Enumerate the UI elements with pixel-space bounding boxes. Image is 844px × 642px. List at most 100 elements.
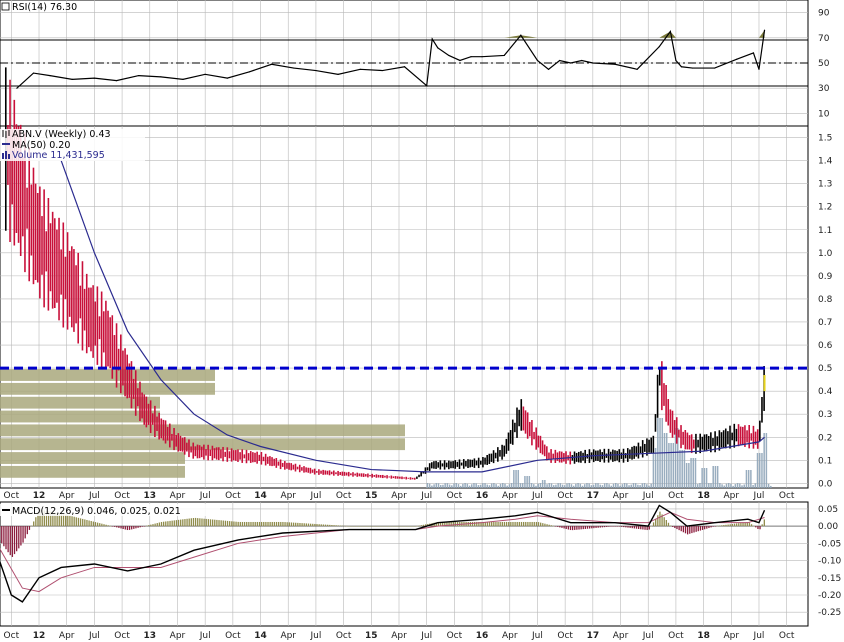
macd-histogram-bar: [471, 521, 474, 527]
volume-bar: [758, 453, 761, 488]
macd-histogram-bar: [725, 524, 727, 527]
macd-histogram-bar: [721, 525, 723, 527]
macd-histogram-bar: [367, 526, 369, 527]
macd-histogram-bar: [237, 521, 239, 527]
macd-histogram-bar: [47, 511, 50, 527]
macd-histogram-bar: [209, 519, 212, 527]
volume-bar: [646, 484, 648, 488]
macd-histogram-bar: [499, 521, 501, 527]
volume-bar: [688, 463, 690, 488]
macd-histogram-bar: [665, 519, 667, 527]
x-tick-label: Oct: [336, 631, 352, 641]
macd-histogram-bar: [589, 526, 591, 529]
macd-histogram-bar: [497, 521, 499, 527]
macd-histogram-bar: [642, 526, 644, 530]
volume-bar: [513, 470, 515, 488]
macd-histogram-bar: [231, 521, 233, 527]
price-tick-label: 1.2: [818, 203, 832, 213]
volume-bar: [433, 484, 435, 488]
legend-bg: [0, 504, 220, 516]
macd-histogram-bar: [248, 521, 250, 527]
volume-bar: [442, 484, 444, 488]
macd-histogram-bar: [73, 516, 75, 527]
macd-histogram-bar: [731, 523, 734, 527]
x-tick-label: Oct: [668, 631, 684, 641]
volume-bar: [721, 484, 723, 488]
macd-histogram-bar: [520, 521, 523, 527]
macd-histogram-bar: [329, 524, 331, 527]
macd-histogram-bar: [273, 521, 276, 527]
macd-histogram-bar: [16, 526, 18, 552]
macd-histogram-bar: [75, 517, 77, 527]
macd-histogram-bar: [256, 521, 259, 527]
volume-bar: [488, 485, 491, 488]
macd-histogram-bar: [542, 523, 544, 527]
macd-histogram-bar: [606, 526, 608, 527]
volume-bar: [459, 485, 462, 488]
macd-histogram-bar: [403, 526, 405, 527]
macd-histogram-bar: [224, 520, 227, 527]
volume-bar: [692, 458, 695, 488]
rsi-grid: [0, 0, 808, 126]
macd-histogram-bar: [165, 521, 167, 527]
volume-bar: [457, 484, 460, 488]
rsi-panel: 90 70 50 30 10 RSI(14) 76.30: [0, 0, 830, 127]
macd-histogram-bar: [386, 526, 388, 527]
macd-histogram-bar: [414, 526, 416, 527]
macd-histogram-bar: [484, 521, 486, 527]
volume-bar: [750, 470, 752, 488]
x-tick-label: Apr: [391, 491, 407, 501]
macd-histogram-bar: [584, 526, 587, 529]
x-tick-label: 13: [144, 491, 157, 501]
macd-histogram-bar: [733, 523, 736, 527]
macd-histogram-bar: [143, 526, 146, 527]
x-tick-label: Apr: [613, 631, 629, 641]
macd-histogram-bar: [11, 526, 14, 557]
macd-histogram-bar: [5, 526, 7, 550]
macd-histogram-bar: [473, 521, 476, 527]
macd-histogram-bar: [529, 521, 531, 527]
macd-histogram-bar: [45, 510, 48, 527]
price-legend: ABN.V (Weekly) 0.43 MA(50) 0.20 Volume 1…: [0, 129, 145, 161]
price-tick-label: 0.4: [818, 387, 833, 397]
macd-histogram-bar: [450, 521, 452, 527]
volume-bar: [619, 485, 621, 488]
x-tick-label: 17: [587, 491, 600, 501]
ma50-line: [60, 160, 765, 473]
macd-histogram-bar: [684, 526, 687, 534]
volume-bar: [502, 483, 504, 488]
volume-bar: [719, 483, 721, 488]
macd-histogram-bar: [88, 520, 90, 527]
x-tick-label: 12: [33, 631, 46, 641]
macd-histogram-bar: [322, 524, 325, 527]
x-tick-label: Apr: [613, 491, 629, 501]
macd-histogram-bar: [56, 512, 58, 527]
volume-profile-bar: [0, 369, 215, 381]
macd-histogram-bar: [358, 526, 361, 527]
volume-bar: [654, 448, 657, 488]
x-tick-label: Jul: [753, 631, 765, 641]
volume-bar: [477, 485, 480, 488]
volume-bar: [446, 483, 449, 488]
macd-histogram-bar: [271, 521, 273, 527]
macd-histogram-bar: [156, 523, 158, 527]
macd-histogram-bar: [54, 512, 56, 527]
macd-histogram-bar: [113, 526, 116, 527]
volume-bar: [588, 483, 590, 488]
legend-bg: [0, 129, 145, 161]
macd-histogram-bar: [124, 526, 126, 530]
macd-histogram-bar: [691, 526, 693, 534]
macd-histogram-bar: [580, 526, 582, 530]
macd-histogram-bar: [753, 525, 755, 527]
macd-histogram-bar: [258, 521, 261, 527]
macd-histogram-bar: [763, 519, 765, 527]
macd-histogram-bar: [352, 526, 354, 527]
x-tick-label: 12: [33, 491, 46, 501]
x-tick-label: Apr: [502, 631, 518, 641]
macd-histogram-bar: [448, 521, 450, 527]
macd-histogram-bar: [516, 521, 518, 527]
volume-bar: [677, 428, 679, 488]
volume-bar: [572, 485, 575, 488]
volume-bar: [559, 483, 562, 488]
macd-histogram-bar: [356, 526, 359, 527]
